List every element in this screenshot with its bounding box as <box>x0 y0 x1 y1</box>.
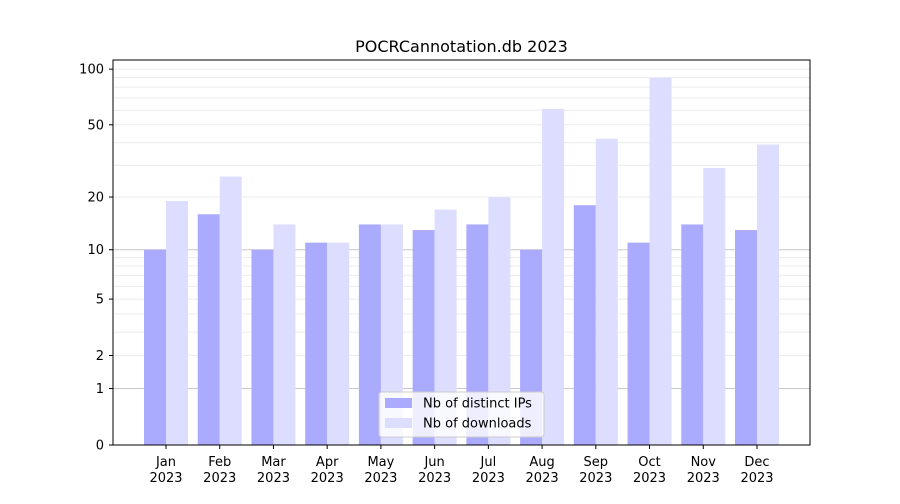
bar-downloads <box>757 144 779 445</box>
bar-downloads <box>703 168 726 446</box>
bar-downloads <box>434 209 457 445</box>
bar-downloads <box>488 197 511 445</box>
x-tick-label-year: 2023 <box>472 471 505 486</box>
x-tick-label-month: Jul <box>480 455 497 470</box>
legend-label: Nb of downloads <box>423 417 532 432</box>
x-tick-label-month: Dec <box>744 455 769 470</box>
y-tick-label: 20 <box>87 191 104 206</box>
bar-distinct-ips <box>358 224 381 445</box>
bar-downloads <box>327 242 350 445</box>
x-tick-label-month: Mar <box>261 455 286 470</box>
y-tick-label: 100 <box>79 63 104 78</box>
bar-distinct-ips <box>627 242 650 445</box>
x-tick-label-month: Aug <box>529 455 554 470</box>
x-tick-label-year: 2023 <box>579 471 612 486</box>
y-tick-label: 5 <box>96 293 104 308</box>
bar-distinct-ips <box>412 230 435 445</box>
x-tick-label-year: 2023 <box>526 471 559 486</box>
x-tick-label-month: Oct <box>638 455 660 470</box>
x-tick-label-year: 2023 <box>633 471 666 486</box>
bar-distinct-ips <box>681 224 704 445</box>
x-tick-label-year: 2023 <box>418 471 451 486</box>
x-tick-label-month: Apr <box>316 455 339 470</box>
x-tick-label-month: Jun <box>423 455 444 470</box>
x-tick-label-year: 2023 <box>257 471 290 486</box>
bar-distinct-ips <box>305 242 328 445</box>
y-tick-label: 0 <box>96 439 104 454</box>
bar-distinct-ips <box>573 205 596 445</box>
x-tick-label-month: Nov <box>691 455 717 470</box>
bar-distinct-ips <box>735 230 757 445</box>
bar-downloads <box>542 108 565 446</box>
y-tick-label: 2 <box>96 349 104 364</box>
x-tick-label-month: Sep <box>584 455 609 470</box>
bar-downloads <box>219 176 242 445</box>
x-tick-label-year: 2023 <box>364 471 397 486</box>
bar-downloads <box>649 77 672 446</box>
legend-label: Nb of distinct IPs <box>423 397 532 412</box>
legend-box <box>378 391 545 438</box>
x-tick-label-month: Feb <box>208 455 231 470</box>
axes-frame <box>112 59 811 446</box>
x-tick-label-year: 2023 <box>687 471 720 486</box>
bar-distinct-ips <box>144 249 166 445</box>
legend-swatch <box>385 398 412 408</box>
legend-swatch <box>385 418 412 428</box>
x-tick-label-year: 2023 <box>203 471 236 486</box>
y-tick-label: 10 <box>87 243 104 258</box>
x-tick-label-year: 2023 <box>740 471 773 486</box>
x-tick-label-month: Jan <box>155 455 176 470</box>
x-tick-label-month: May <box>367 455 394 470</box>
bar-downloads <box>273 224 296 445</box>
x-tick-label-year: 2023 <box>311 471 344 486</box>
bar-distinct-ips <box>197 214 220 445</box>
bar-distinct-ips <box>466 224 489 445</box>
bar-downloads <box>166 201 188 445</box>
y-tick-label: 50 <box>87 118 104 133</box>
x-tick-label-year: 2023 <box>149 471 182 486</box>
bar-downloads <box>595 138 618 445</box>
chart-title: POCRCannotation.db 2023 <box>355 37 568 56</box>
bar-downloads <box>380 224 403 445</box>
y-tick-label: 1 <box>96 382 104 397</box>
bar-distinct-ips <box>251 249 274 445</box>
